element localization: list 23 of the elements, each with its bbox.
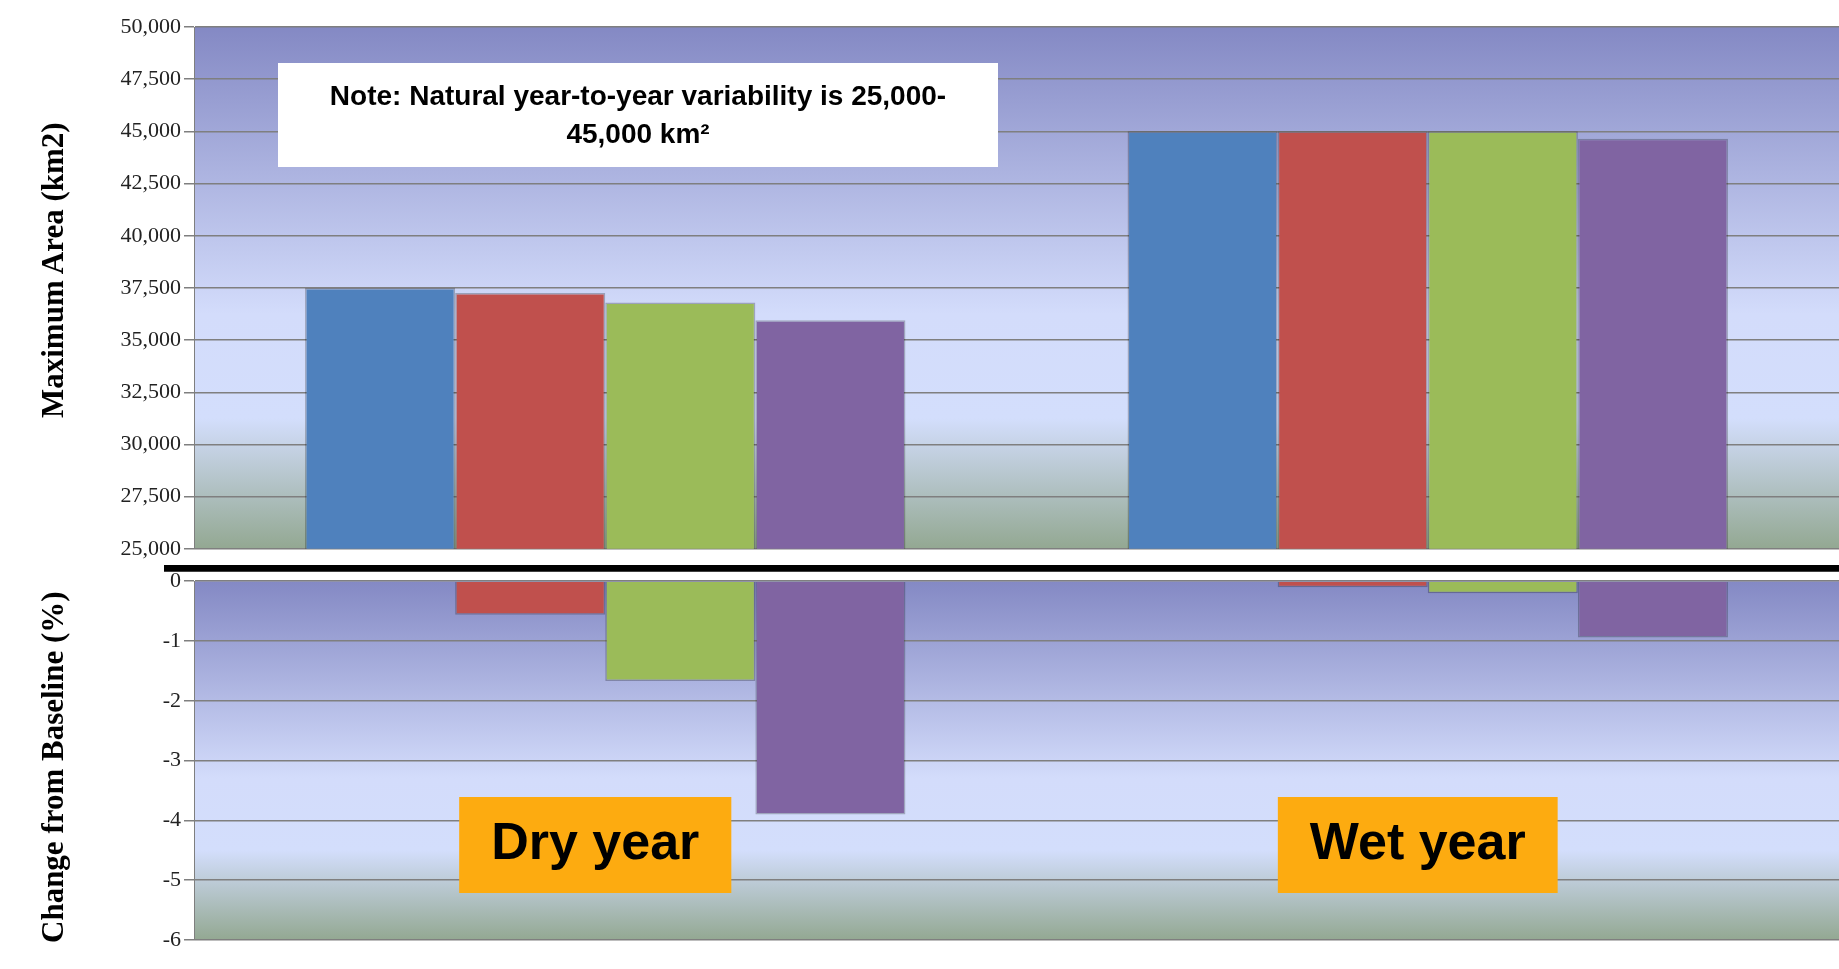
y-tick-label: -6 — [162, 925, 181, 951]
y-axis-title: Maximum Area (km2) — [33, 121, 71, 420]
y-tick-label: -1 — [162, 626, 181, 652]
y-tick-label: 37,500 — [120, 273, 181, 299]
y-tick-label: 25,000 — [120, 534, 181, 560]
y-tick-label: 30,000 — [120, 430, 181, 456]
y-tick-label: 42,500 — [120, 169, 181, 195]
y-tick-label: -3 — [162, 746, 181, 772]
y-tick-label: 47,500 — [120, 64, 181, 90]
y-tick-label: 35,000 — [120, 325, 181, 351]
x-tick-label: Wet year — [1309, 812, 1526, 871]
y-tick-label: 0 — [170, 566, 181, 592]
y-tick-label: 40,000 — [120, 221, 181, 247]
y-tick-label: -5 — [162, 865, 181, 891]
y-tick-label: -2 — [162, 686, 181, 712]
y-tick-label: 32,500 — [120, 378, 181, 404]
x-tick-label: Dry year — [491, 812, 700, 871]
y-tick-label: -4 — [162, 806, 181, 832]
note-box: Note: Natural year-to-year variability is 25,000-45,000 km² — [278, 63, 998, 167]
y-tick-label: 27,500 — [120, 482, 181, 508]
y-tick-label: 50,000 — [120, 12, 181, 38]
y-tick-label: 45,000 — [120, 117, 181, 143]
y-axis-title: Change from Baseline (%) — [33, 590, 71, 945]
